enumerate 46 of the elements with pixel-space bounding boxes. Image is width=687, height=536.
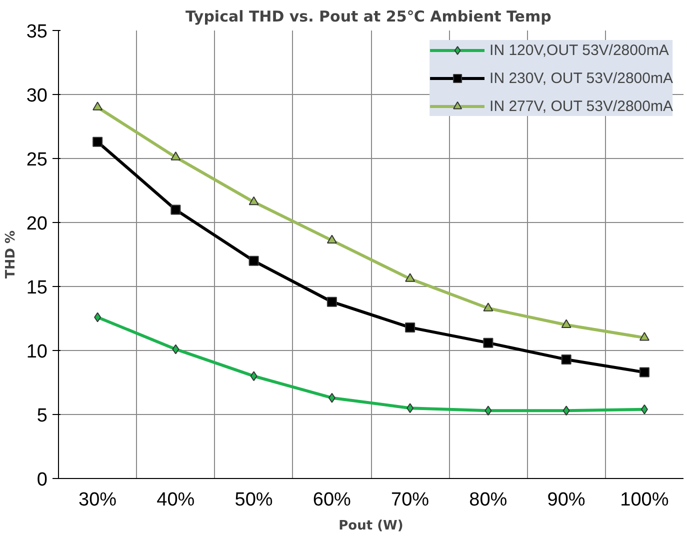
point: [639, 332, 650, 341]
point: [172, 344, 180, 354]
y-tick-label: 15: [26, 278, 48, 298]
x-tick-label: 90%: [547, 490, 586, 510]
point: [639, 367, 650, 378]
point: [94, 312, 102, 322]
y-tick-label: 25: [26, 150, 48, 170]
point: [561, 354, 572, 364]
point: [483, 338, 494, 348]
y-tick-label: 10: [26, 342, 48, 362]
point: [250, 371, 258, 382]
point: [328, 392, 336, 403]
legend-label: IN 120V,OUT 53V/2800mA: [490, 42, 669, 58]
y-tick-label: 5: [36, 406, 48, 426]
y-tick-label: 0: [36, 470, 48, 490]
x-tick-label: 100%: [620, 490, 669, 510]
point: [248, 196, 259, 206]
point: [484, 406, 492, 416]
point: [561, 319, 572, 328]
point: [562, 406, 570, 416]
legend-label: IN 230V, OUT 53V/2800mA: [490, 70, 673, 86]
point: [326, 234, 337, 244]
x-tick-label: 30%: [78, 490, 117, 510]
point: [326, 296, 337, 307]
point: [406, 403, 414, 414]
point: [640, 404, 648, 414]
x-tick-label: 70%: [391, 490, 430, 510]
chart-title: Typical THD vs. Pout at 25℃ Ambient Temp: [185, 8, 552, 26]
point: [92, 102, 103, 110]
point: [405, 273, 416, 282]
x-tick-label: 40%: [156, 490, 195, 510]
point: [170, 152, 181, 160]
point: [248, 256, 259, 266]
y-tick-label: 30: [26, 86, 48, 106]
point: [92, 136, 103, 147]
point: [483, 302, 494, 312]
y-tick-label: 20: [26, 214, 48, 234]
x-tick-label: 50%: [234, 490, 273, 510]
y-tick-label: 35: [26, 22, 48, 42]
y-axis-title: THD %: [3, 230, 18, 279]
x-tick-label: 80%: [469, 490, 508, 510]
x-tick-label: 60%: [312, 490, 352, 510]
point: [405, 322, 416, 332]
x-axis-title: Pout (W): [338, 518, 404, 534]
legend-label: IN 277V, OUT 53V/2800mA: [490, 98, 673, 114]
point: [170, 204, 181, 215]
